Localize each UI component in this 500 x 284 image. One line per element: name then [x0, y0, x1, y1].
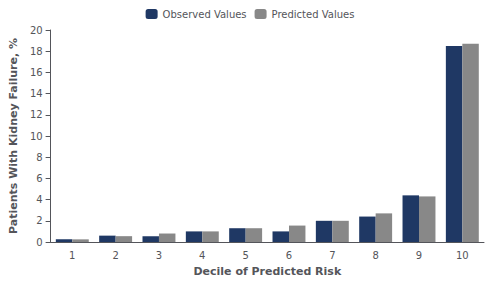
svg-text:20: 20: [30, 25, 43, 36]
svg-text:6: 6: [286, 250, 292, 261]
svg-text:14: 14: [30, 88, 43, 99]
svg-text:8: 8: [36, 152, 42, 163]
svg-text:16: 16: [30, 67, 43, 78]
svg-text:2: 2: [36, 215, 42, 226]
svg-text:7: 7: [329, 250, 335, 261]
svg-text:2: 2: [112, 250, 118, 261]
svg-text:0: 0: [36, 237, 42, 248]
svg-text:18: 18: [30, 46, 43, 57]
svg-text:5: 5: [242, 250, 248, 261]
svg-text:9: 9: [416, 250, 422, 261]
svg-text:4: 4: [36, 194, 42, 205]
svg-text:1: 1: [69, 250, 75, 261]
svg-text:8: 8: [372, 250, 378, 261]
svg-text:6: 6: [36, 173, 42, 184]
svg-text:Observed Values: Observed Values: [163, 9, 247, 20]
svg-text:4: 4: [199, 250, 205, 261]
svg-text:10: 10: [30, 131, 43, 142]
svg-text:3: 3: [156, 250, 162, 261]
svg-text:10: 10: [456, 250, 469, 261]
svg-text:12: 12: [30, 109, 43, 120]
svg-text:Predicted Values: Predicted Values: [272, 9, 355, 20]
svg-text:Decile of Predicted Risk: Decile of Predicted Risk: [193, 265, 341, 278]
svg-text:Patients With Kidney Failure,: Patients With Kidney Failure, %: [7, 38, 20, 234]
